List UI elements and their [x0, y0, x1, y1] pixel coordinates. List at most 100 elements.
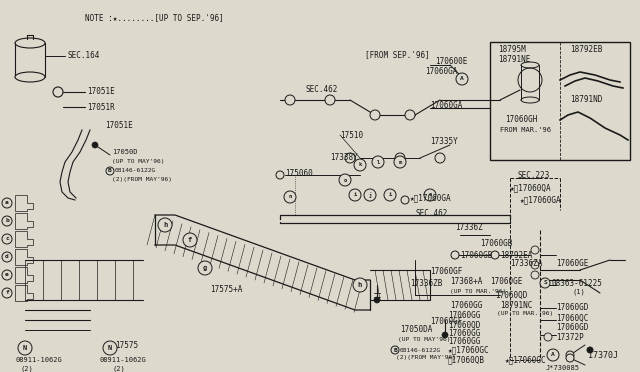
- Circle shape: [372, 156, 384, 168]
- Text: 17575+A: 17575+A: [210, 285, 243, 295]
- Text: SEC.462: SEC.462: [415, 208, 447, 218]
- Circle shape: [566, 351, 574, 359]
- Text: h: h: [163, 222, 167, 228]
- Text: J*730085: J*730085: [546, 365, 580, 371]
- Text: g: g: [203, 265, 207, 271]
- Text: SEC.164: SEC.164: [67, 51, 99, 61]
- Text: (UP TO MAR.'96): (UP TO MAR.'96): [497, 311, 553, 315]
- Circle shape: [284, 191, 296, 203]
- Text: 17060GB: 17060GB: [480, 238, 513, 247]
- Circle shape: [2, 288, 12, 298]
- Circle shape: [424, 189, 436, 201]
- Text: 17510: 17510: [340, 131, 363, 140]
- Text: b: b: [5, 218, 9, 224]
- Circle shape: [456, 73, 468, 85]
- Text: N: N: [108, 345, 112, 351]
- Text: 17336Z: 17336Z: [455, 224, 483, 232]
- Text: k: k: [358, 163, 362, 167]
- Text: (1): (1): [572, 289, 585, 295]
- Text: 18795M: 18795M: [498, 45, 525, 55]
- Text: (UP TO MAY'96): (UP TO MAY'96): [112, 158, 164, 164]
- Circle shape: [103, 341, 117, 355]
- Text: 17060GG: 17060GG: [450, 301, 483, 310]
- Text: 17050D: 17050D: [112, 149, 138, 155]
- Bar: [490, 42, 630, 160]
- Text: 17368+A: 17368+A: [450, 278, 483, 286]
- Text: 17051R: 17051R: [87, 103, 115, 112]
- Circle shape: [2, 198, 12, 208]
- Text: 17060QD: 17060QD: [495, 291, 527, 299]
- Text: 17060GF: 17060GF: [430, 317, 462, 327]
- Text: i: i: [388, 192, 392, 198]
- Text: i: i: [353, 192, 356, 198]
- Text: 17060GG: 17060GG: [448, 328, 481, 337]
- Circle shape: [349, 189, 361, 201]
- Circle shape: [374, 297, 380, 303]
- Text: l: l: [376, 160, 380, 164]
- Text: ★ⅰ17060GA: ★ⅰ17060GA: [520, 196, 562, 205]
- Text: 17060GD: 17060GD: [556, 304, 588, 312]
- Text: 08911-1062G: 08911-1062G: [100, 357, 147, 363]
- Circle shape: [53, 87, 63, 97]
- Text: S: S: [543, 280, 547, 285]
- Circle shape: [566, 354, 574, 362]
- Circle shape: [106, 167, 114, 175]
- Text: SEC.462: SEC.462: [305, 86, 337, 94]
- Circle shape: [2, 252, 12, 262]
- Text: 17372P: 17372P: [556, 333, 584, 341]
- Text: 17060GG: 17060GG: [448, 337, 481, 346]
- Circle shape: [531, 271, 539, 279]
- Text: 17060GG: 17060GG: [448, 311, 481, 320]
- Text: (2): (2): [113, 366, 125, 372]
- Circle shape: [531, 261, 539, 269]
- Circle shape: [547, 349, 559, 361]
- Ellipse shape: [521, 97, 539, 103]
- Circle shape: [158, 218, 172, 232]
- Text: (2)(FROM MAY'96): (2)(FROM MAY'96): [112, 177, 172, 183]
- Text: m: m: [398, 160, 402, 164]
- Text: 17060GE: 17060GE: [556, 259, 588, 267]
- Text: 17051E: 17051E: [105, 121, 132, 129]
- Circle shape: [325, 95, 335, 105]
- Text: 18792EB: 18792EB: [570, 45, 602, 55]
- Circle shape: [364, 189, 376, 201]
- Text: [FROM SEP.'96]: [FROM SEP.'96]: [365, 51, 429, 60]
- Text: ★ⅰ17060QA: ★ⅰ17060QA: [510, 183, 552, 192]
- Circle shape: [587, 347, 593, 353]
- Text: c: c: [5, 237, 9, 241]
- Text: e: e: [5, 273, 9, 278]
- Text: NOTE :★........[UP TO SEP.'96]: NOTE :★........[UP TO SEP.'96]: [85, 13, 224, 22]
- Text: ⅰ17060QB: ⅰ17060QB: [448, 356, 485, 365]
- Text: N: N: [23, 345, 27, 351]
- Text: A: A: [460, 77, 464, 81]
- Text: 08146-6122G: 08146-6122G: [400, 347, 441, 353]
- Text: ★ⅰ17060GC: ★ⅰ17060GC: [448, 346, 490, 355]
- Text: h: h: [358, 282, 362, 288]
- Circle shape: [401, 196, 409, 204]
- Text: (2): (2): [20, 366, 33, 372]
- Text: B: B: [393, 347, 397, 353]
- Text: n: n: [289, 195, 292, 199]
- Text: f: f: [5, 291, 9, 295]
- Text: 17336ZA: 17336ZA: [510, 259, 542, 267]
- Text: 17050DA: 17050DA: [400, 326, 433, 334]
- Text: (UP TO MAY'96): (UP TO MAY'96): [398, 337, 451, 341]
- Text: 17336ZB: 17336ZB: [410, 279, 442, 288]
- Text: (UP TO MAR.'96): (UP TO MAR.'96): [450, 289, 506, 294]
- Text: 175060: 175060: [285, 169, 313, 177]
- Circle shape: [2, 216, 12, 226]
- Text: A: A: [551, 353, 555, 357]
- Text: 17060GH: 17060GH: [505, 115, 538, 125]
- Circle shape: [339, 174, 351, 186]
- Text: (2)(FROM MAY'96): (2)(FROM MAY'96): [396, 356, 456, 360]
- Circle shape: [491, 251, 499, 259]
- Circle shape: [18, 341, 32, 355]
- Text: 17060QC: 17060QC: [556, 314, 588, 323]
- Circle shape: [345, 153, 355, 163]
- Text: 08911-1062G: 08911-1062G: [15, 357, 61, 363]
- Text: 17060GA: 17060GA: [430, 100, 462, 109]
- Text: SEC.223: SEC.223: [518, 170, 550, 180]
- Circle shape: [540, 278, 550, 288]
- Circle shape: [384, 189, 396, 201]
- Text: ★ⅰ17060GC: ★ⅰ17060GC: [505, 356, 547, 365]
